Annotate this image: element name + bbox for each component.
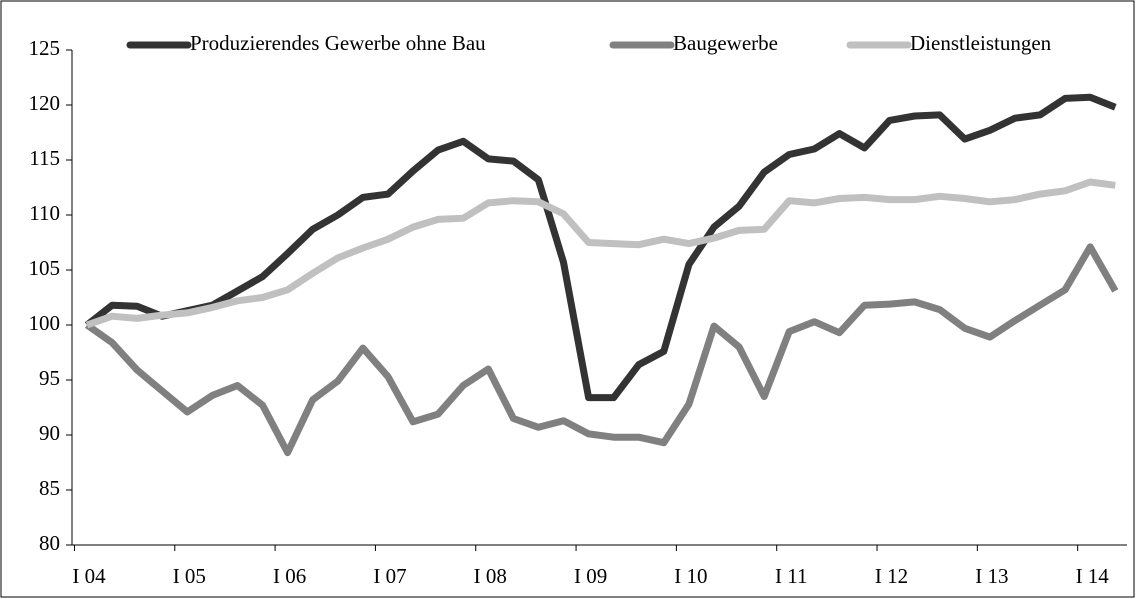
x-tick-label: I 05 — [173, 564, 206, 588]
y-tick-label: 120 — [29, 91, 61, 115]
legend-label: Baugewerbe — [673, 31, 778, 55]
data-line — [84, 93, 1117, 402]
y-tick-label: 90 — [39, 421, 60, 445]
x-tick-label: I 10 — [674, 564, 707, 588]
legend-label: Produzierendes Gewerbe ohne Bau — [190, 31, 486, 55]
x-tick-label: I 08 — [474, 564, 507, 588]
y-tick-label: 95 — [39, 366, 60, 390]
x-tick-label: I 09 — [574, 564, 607, 588]
y-tick-label: 110 — [29, 201, 60, 225]
x-tick-label: I 11 — [775, 564, 807, 588]
y-tick-label: 100 — [29, 311, 61, 335]
x-tick-label: I 06 — [273, 564, 306, 588]
x-tick-label: I 04 — [72, 564, 106, 588]
x-tick-label: I 13 — [975, 564, 1008, 588]
legend-label: Dienstleistungen — [910, 31, 1052, 55]
y-tick-label: 105 — [29, 256, 61, 280]
y-tick-label: 125 — [29, 36, 61, 60]
y-tick-label: 80 — [39, 531, 60, 555]
y-tick-label: 115 — [29, 146, 60, 170]
x-tick-label: I 12 — [875, 564, 908, 588]
x-tick-label: I 07 — [373, 564, 406, 588]
x-tick-label: I 14 — [1076, 564, 1110, 588]
data-line — [85, 178, 1116, 329]
data-line — [84, 243, 1119, 457]
y-tick-label: 85 — [39, 476, 60, 500]
